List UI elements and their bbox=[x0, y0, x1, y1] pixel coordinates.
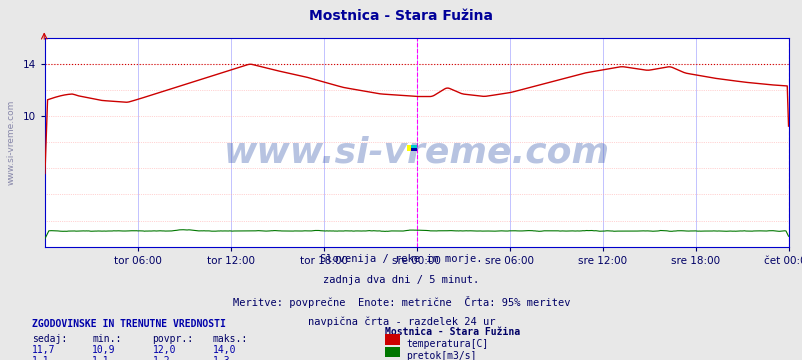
Text: 14,0: 14,0 bbox=[213, 345, 236, 355]
Text: temperatura[C]: temperatura[C] bbox=[406, 339, 488, 349]
Text: 1,3: 1,3 bbox=[213, 356, 230, 360]
Text: www.si-vreme.com: www.si-vreme.com bbox=[7, 99, 16, 185]
Text: zadnja dva dni / 5 minut.: zadnja dva dni / 5 minut. bbox=[323, 275, 479, 285]
Text: www.si-vreme.com: www.si-vreme.com bbox=[224, 136, 609, 170]
Text: ZGODOVINSKE IN TRENUTNE VREDNOSTI: ZGODOVINSKE IN TRENUTNE VREDNOSTI bbox=[32, 319, 225, 329]
Text: maks.:: maks.: bbox=[213, 334, 248, 344]
Text: Meritve: povprečne  Enote: metrične  Črta: 95% meritev: Meritve: povprečne Enote: metrične Črta:… bbox=[233, 296, 569, 307]
Text: 10,9: 10,9 bbox=[92, 345, 115, 355]
Text: sedaj:: sedaj: bbox=[32, 334, 67, 344]
Text: Mostnica - Stara Fužina: Mostnica - Stara Fužina bbox=[385, 327, 520, 337]
Text: 1,1: 1,1 bbox=[92, 356, 110, 360]
Text: Mostnica - Stara Fužina: Mostnica - Stara Fužina bbox=[309, 9, 493, 23]
Text: 1,2: 1,2 bbox=[152, 356, 170, 360]
Text: Slovenija / reke in morje.: Slovenija / reke in morje. bbox=[320, 254, 482, 264]
Text: pretok[m3/s]: pretok[m3/s] bbox=[406, 351, 476, 360]
Text: navpična črta - razdelek 24 ur: navpična črta - razdelek 24 ur bbox=[307, 316, 495, 327]
Text: povpr.:: povpr.: bbox=[152, 334, 193, 344]
Text: 1,1: 1,1 bbox=[32, 356, 50, 360]
Text: min.:: min.: bbox=[92, 334, 122, 344]
Text: 12,0: 12,0 bbox=[152, 345, 176, 355]
Text: 11,7: 11,7 bbox=[32, 345, 55, 355]
